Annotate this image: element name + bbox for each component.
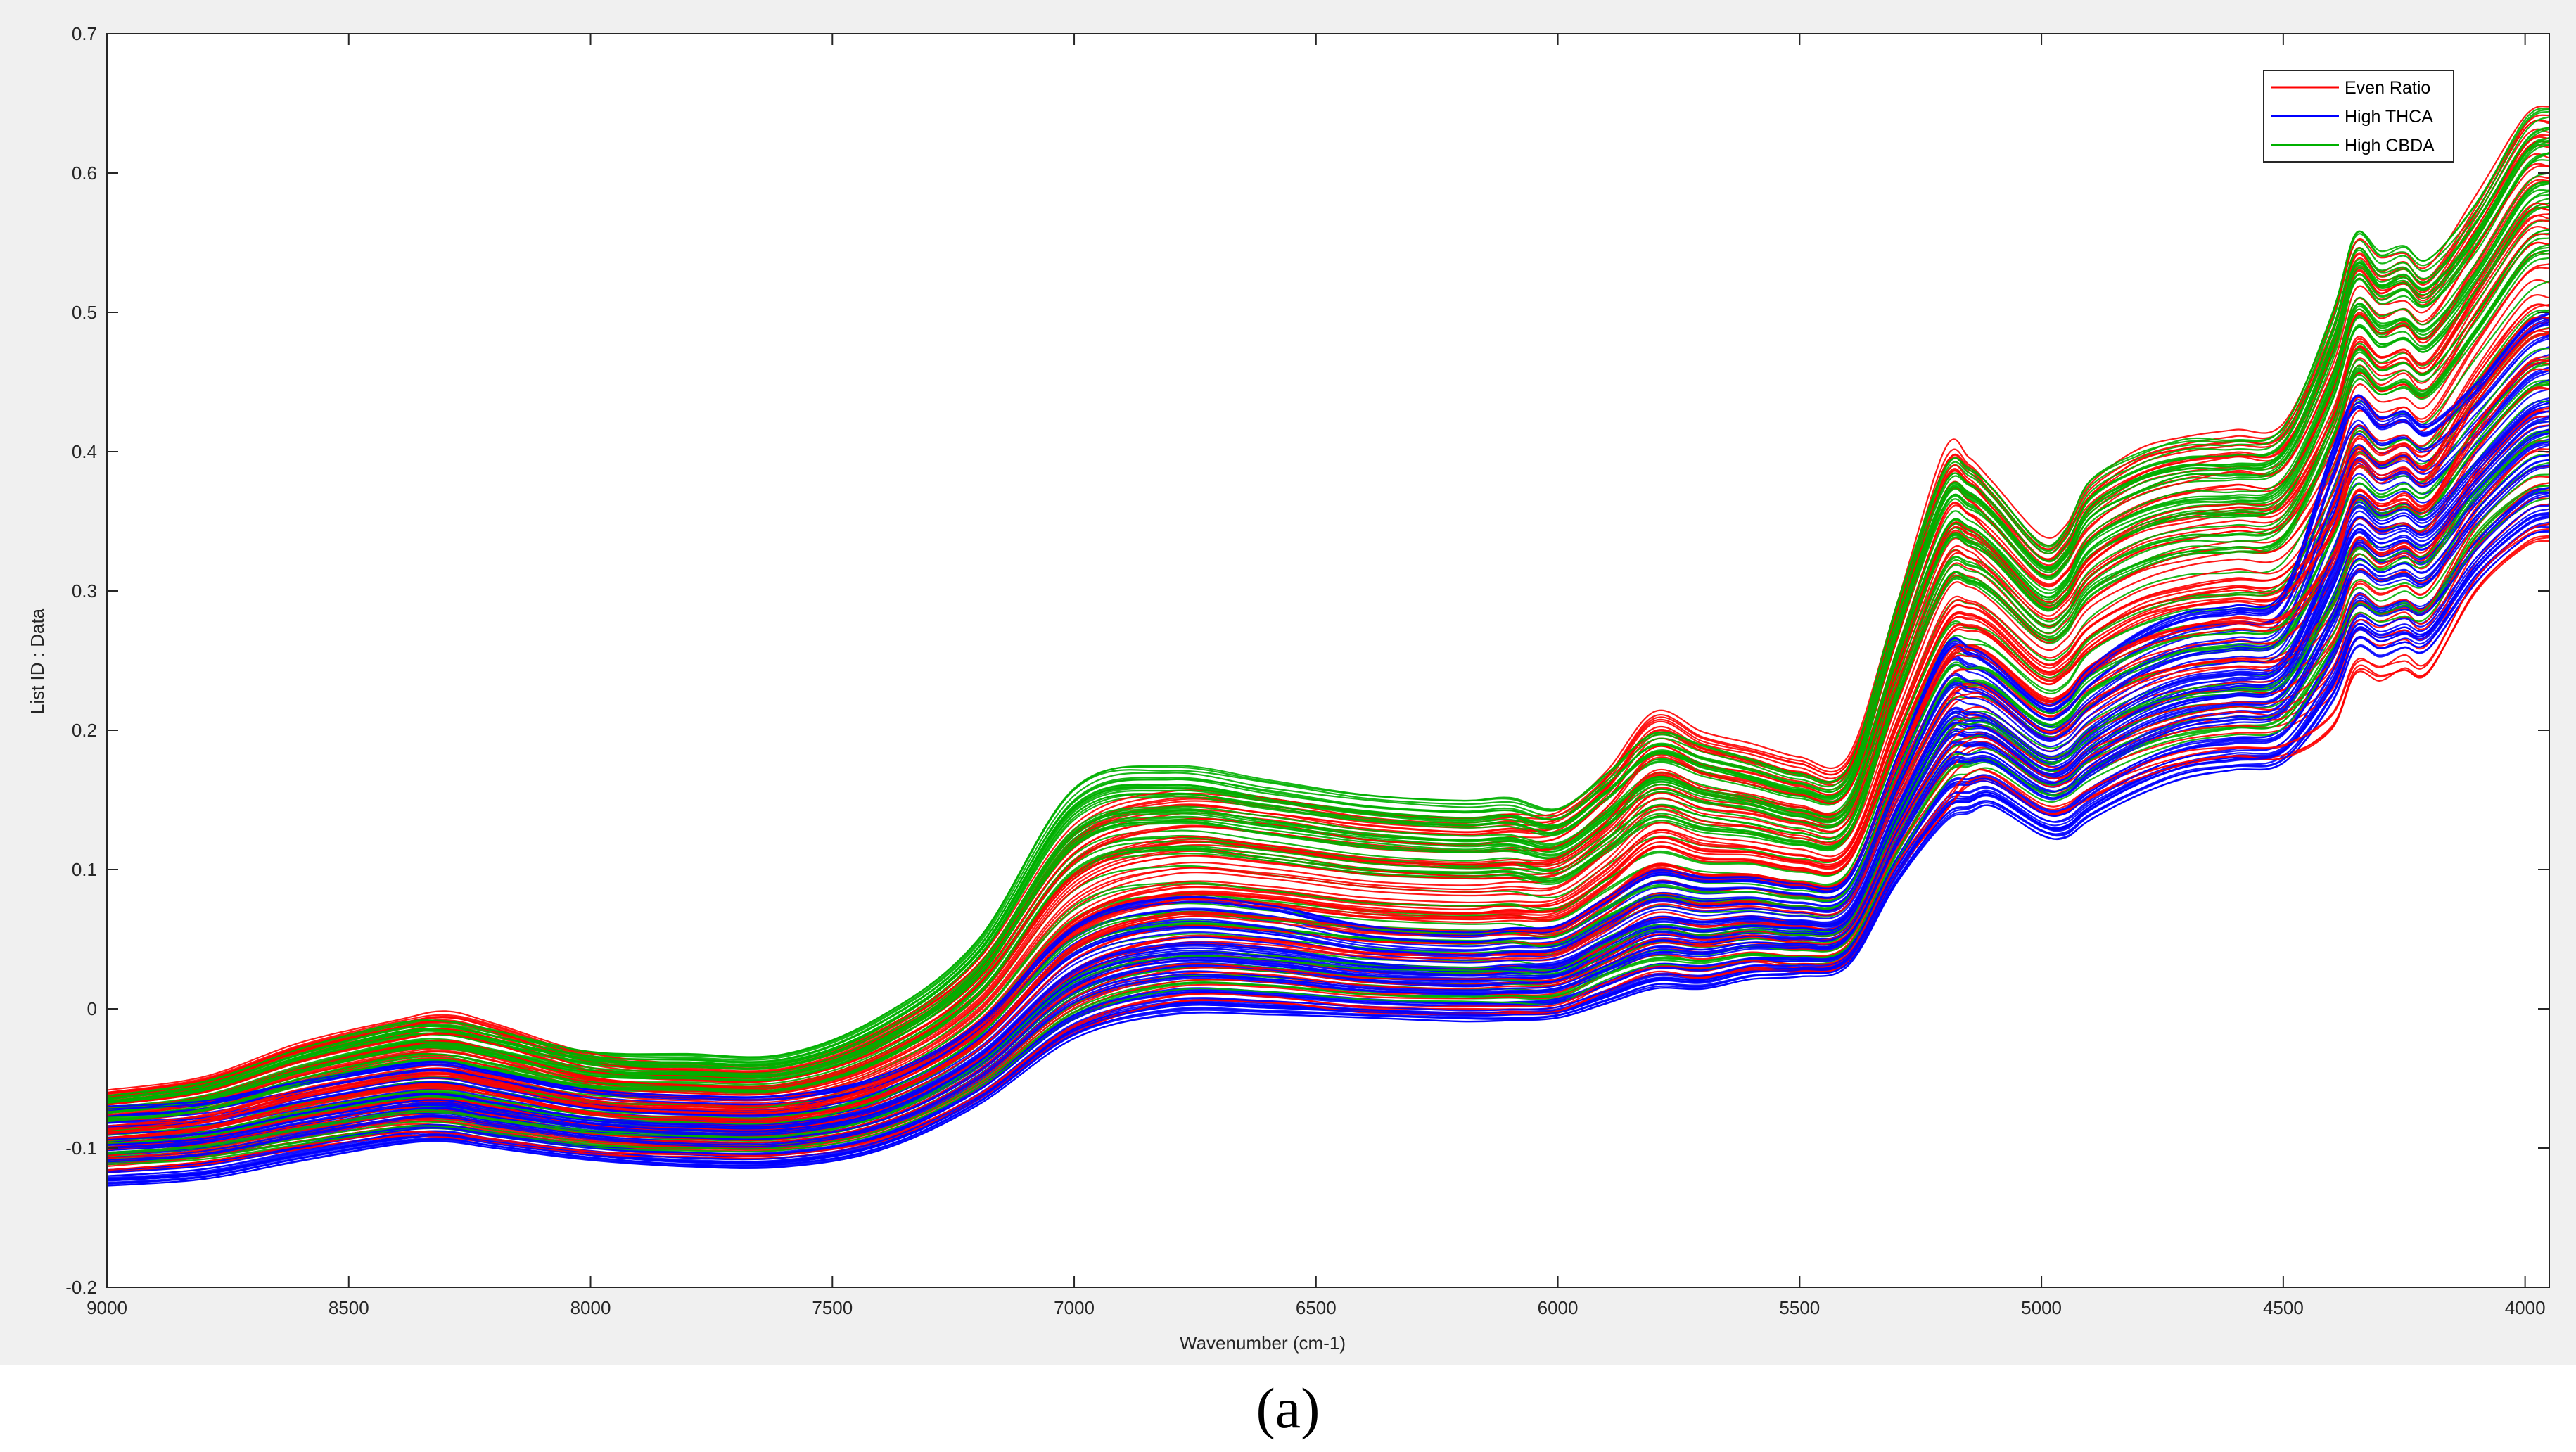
spectrum-curve-high-thca xyxy=(106,405,2550,1141)
spectrum-curve-high-thca xyxy=(106,516,2550,1182)
spectrum-curve-high-cbda xyxy=(106,159,2550,1106)
y-tick-label: 0.6 xyxy=(72,163,97,184)
spectrum-curve-high-cbda xyxy=(106,310,2550,1133)
spectrum-curve-even-ratio xyxy=(106,181,2550,1106)
spectrum-curve-high-thca xyxy=(106,334,2550,1116)
spectrum-curve-high-cbda xyxy=(106,126,2550,1100)
spectrum-curve-even-ratio xyxy=(106,202,2550,1110)
spectrum-curve-high-cbda xyxy=(106,182,2550,1110)
x-tick-label: 6000 xyxy=(1538,1297,1579,1318)
spectrum-curve-high-thca xyxy=(106,511,2550,1180)
spectrum-curve-high-cbda xyxy=(106,359,2550,1142)
spectrum-curve-high-cbda xyxy=(106,180,2550,1110)
y-tick-label: 0.3 xyxy=(72,580,97,601)
spectrum-curve-high-thca xyxy=(106,459,2550,1161)
x-tick-label: 9000 xyxy=(87,1297,127,1318)
spectrum-curve-high-thca xyxy=(106,428,2550,1150)
x-axis-ticks: 9000 8500 8000 7500 7000 6500 6000 5500 5000 4500… xyxy=(87,34,2546,1318)
spectrum-curve-high-cbda xyxy=(106,136,2550,1103)
spectrum-curve-high-thca xyxy=(106,454,2550,1159)
spectrum-curve-high-thca xyxy=(106,504,2550,1177)
y-tick-label: 0.5 xyxy=(72,302,97,323)
spectrum-curve-high-cbda xyxy=(106,429,2550,1154)
spectrum-curve-even-ratio xyxy=(106,294,2550,1127)
y-tick-label: 0 xyxy=(87,998,97,1019)
x-tick-label: 7000 xyxy=(1054,1297,1095,1318)
y-tick-label: -0.1 xyxy=(65,1138,97,1159)
figure-caption: (a) xyxy=(1256,1376,1320,1440)
x-tick-label: 8000 xyxy=(570,1297,611,1318)
spectrum-curve-high-thca xyxy=(106,495,2550,1173)
legend-label-high-thca: High THCA xyxy=(2345,107,2433,127)
x-tick-label: 5500 xyxy=(1779,1297,1820,1318)
spectrum-curve-even-ratio xyxy=(106,165,2550,1102)
y-tick-label: 0.7 xyxy=(72,23,97,44)
spectrum-curve-even-ratio xyxy=(106,368,2550,1142)
plot-frame xyxy=(106,33,2550,1288)
x-tick-label: 7500 xyxy=(812,1297,853,1318)
y-axis-label: List ID : Data xyxy=(27,608,48,714)
spectrum-curve-high-cbda xyxy=(106,144,2550,1104)
spectrum-curve-high-thca xyxy=(106,464,2550,1163)
spectrum-curve-high-cbda xyxy=(106,435,2550,1155)
spectrum-curve-even-ratio xyxy=(106,359,2550,1139)
spectrum-curve-even-ratio xyxy=(106,523,2550,1171)
spectrum-curve-high-thca xyxy=(106,359,2550,1124)
x-tick-label: 4500 xyxy=(2263,1297,2304,1318)
spectrum-curve-high-thca xyxy=(106,416,2550,1146)
y-tick-label: 0.4 xyxy=(72,441,97,462)
spectrum-curve-high-cbda xyxy=(106,497,2550,1166)
legend-label-high-cbda: High CBDA xyxy=(2345,136,2435,155)
spectrum-curve-even-ratio xyxy=(106,333,2550,1135)
legend-label-even-ratio: Even Ratio xyxy=(2345,78,2430,98)
y-axis-ticks: -0.2 -0.1 0 0.1 0.2 0.3 0.4 0.5 0.6 0.7 xyxy=(65,23,2549,1298)
spectrum-curve-high-cbda xyxy=(106,108,2550,1097)
spectrum-curve-high-thca xyxy=(106,401,2550,1141)
spectrum-curve-high-thca xyxy=(106,523,2550,1185)
spectrum-curve-high-thca xyxy=(106,313,2550,1107)
x-tick-label: 4000 xyxy=(2505,1297,2546,1318)
y-tick-label: 0.1 xyxy=(72,859,97,880)
spectral-curves xyxy=(106,106,2550,1187)
x-axis-label: Wavenumber (cm-1) xyxy=(1180,1332,1346,1354)
x-tick-label: 8500 xyxy=(329,1297,369,1318)
spectrum-curve-high-thca xyxy=(106,319,2550,1110)
x-tick-label: 5000 xyxy=(2021,1297,2062,1318)
x-tick-label: 6500 xyxy=(1296,1297,1337,1318)
spectrum-curve-high-cbda xyxy=(106,243,2550,1121)
y-tick-label: 0.2 xyxy=(72,720,97,741)
spectrum-curve-high-cbda xyxy=(106,197,2550,1113)
y-tick-label: -0.2 xyxy=(65,1277,97,1298)
spectrum-curve-high-thca xyxy=(106,529,2550,1187)
spectrum-curve-high-cbda xyxy=(106,485,2550,1164)
legend: Even Ratio High THCA High CBDA xyxy=(2263,70,2454,163)
spectrum-curve-high-cbda xyxy=(106,151,2550,1105)
spectrum-curve-even-ratio xyxy=(106,327,2550,1133)
spectrum-curve-even-ratio xyxy=(106,316,2550,1131)
